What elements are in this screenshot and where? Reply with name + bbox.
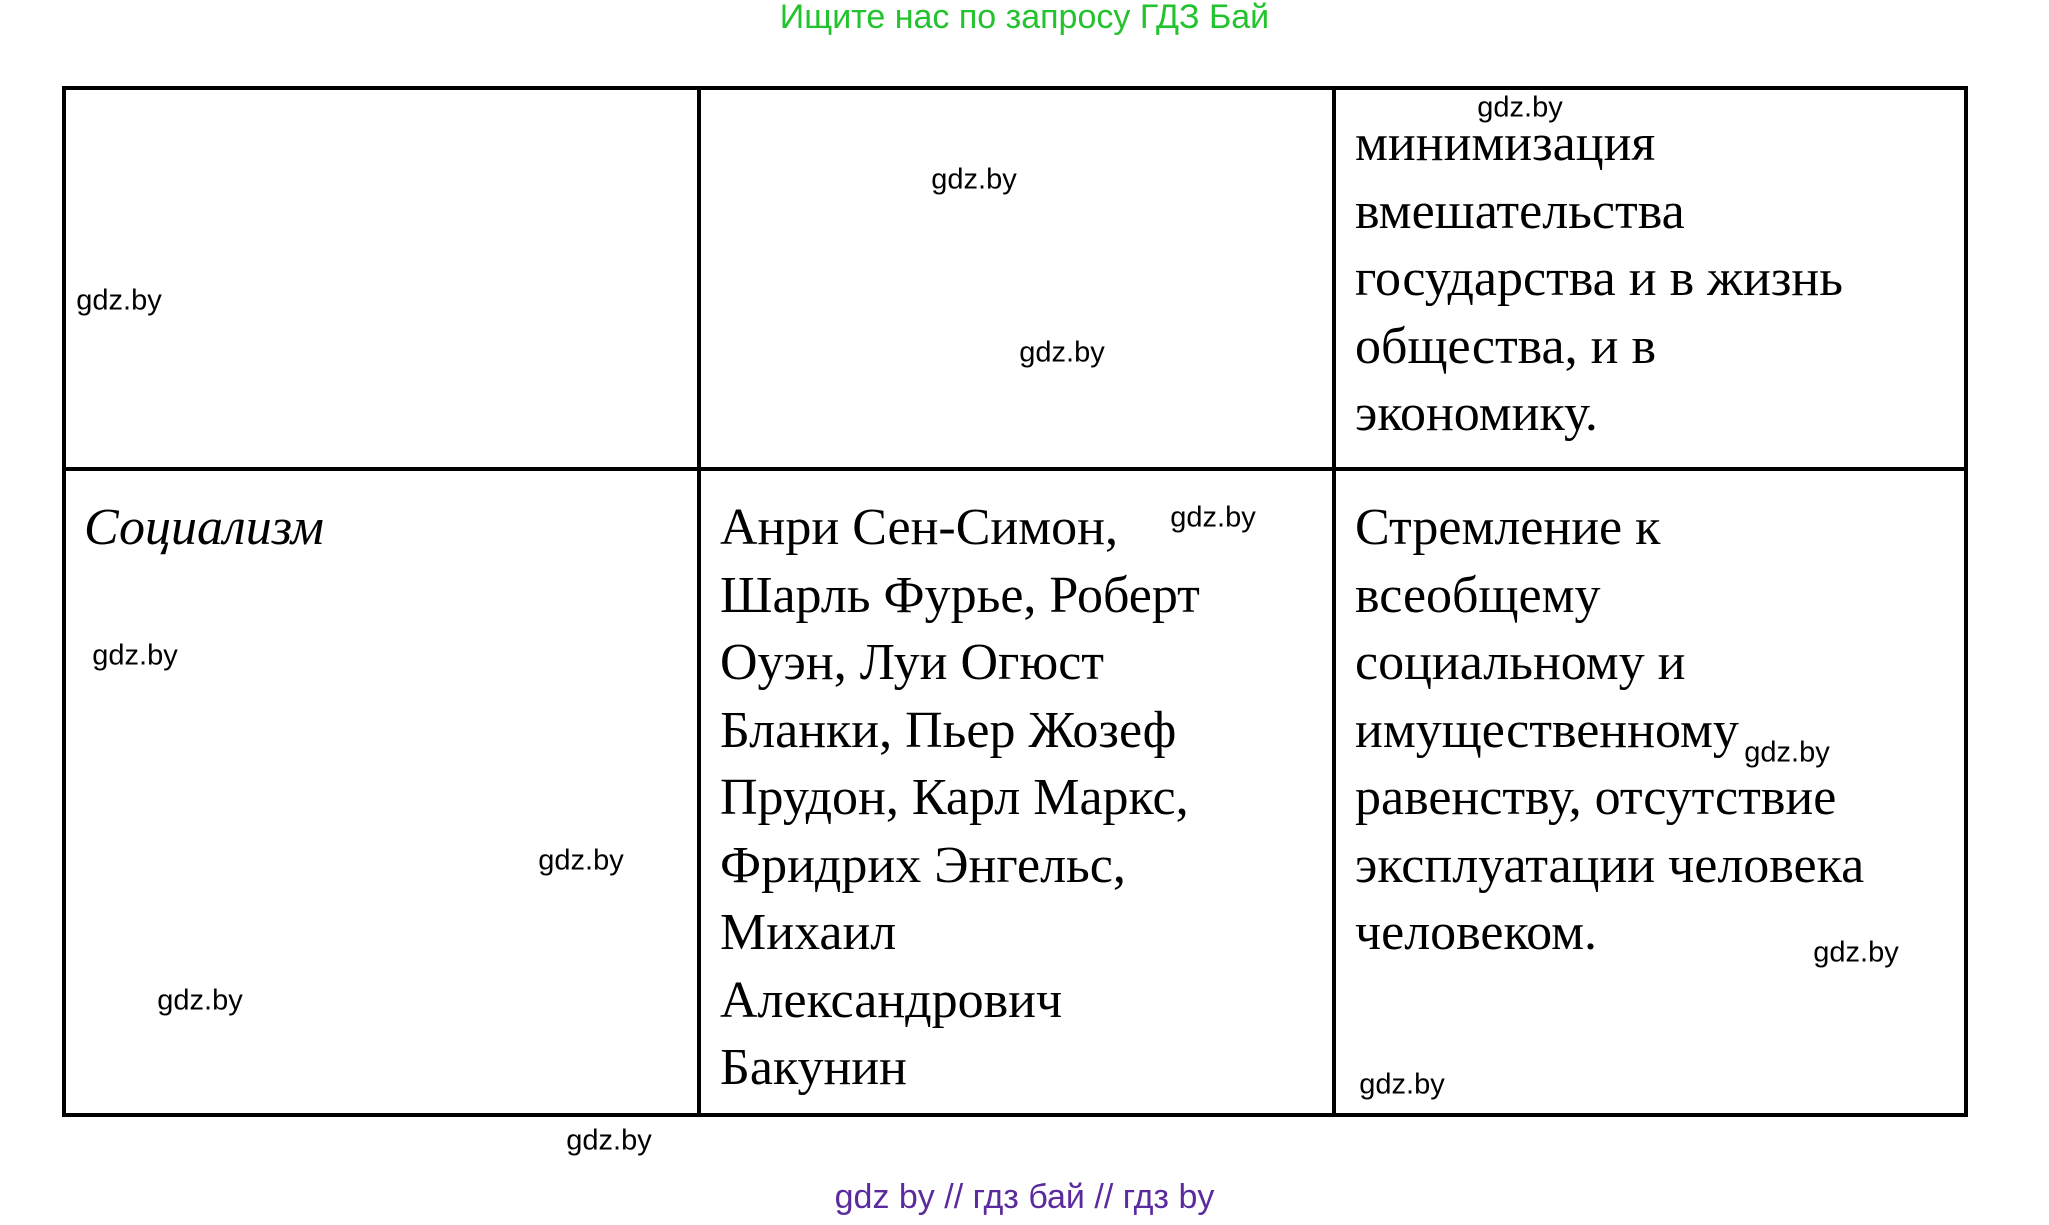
watermark: gdz.by <box>157 984 243 1017</box>
cell-line: социальному и <box>1355 634 1686 691</box>
cell-line: человеком. <box>1355 904 1598 961</box>
search-hint-header: Ищите нас по запросу ГДЗ Бай <box>779 0 1270 36</box>
cell-line: государства и в жизнь <box>1355 250 1843 307</box>
cell-line: Шарль Фурье, Роберт <box>720 566 1200 624</box>
watermark: gdz.by <box>1477 91 1563 124</box>
cell-line: Бакунин <box>720 1039 907 1096</box>
row1-col3-text: минимизация вмешательства государства и в … <box>1355 110 1843 448</box>
cell-line: вмешательства <box>1355 182 1685 240</box>
watermark: gdz.by <box>1744 736 1830 769</box>
cell-line: имущественному <box>1355 701 1739 759</box>
cell-line: эксплуатации человека <box>1355 836 1865 894</box>
cell-line: экономику. <box>1355 385 1598 442</box>
cell-line: Михаил <box>720 904 897 961</box>
cell-line: Оуэн, Луи Огюст <box>720 634 1105 691</box>
row2-col3-text: Стремление к всеобщему социальному и имущес… <box>1355 494 1864 967</box>
watermark: gdz.by <box>1359 1068 1445 1101</box>
cell-line: всеобщему <box>1355 566 1601 624</box>
cell-line: Бланки, Пьер Жозеф <box>720 701 1177 759</box>
watermark: gdz.by <box>1813 936 1899 969</box>
cell-line: Стремление к <box>1355 499 1661 556</box>
watermark: gdz.by <box>538 844 624 877</box>
footer-links: gdz by // гдз бай // гдз by <box>834 1178 1215 1216</box>
watermark: gdz.by <box>566 1124 652 1157</box>
answer-table <box>62 86 1968 1117</box>
watermark: gdz.by <box>931 163 1017 196</box>
row2-col2-text: Анри Сен-Симон, Шарль Фурье, Роберт Оуэн, … <box>720 494 1200 1102</box>
cell-line: Социализм <box>84 499 324 556</box>
cell-line: Прудон, Карл Маркс, <box>720 769 1189 826</box>
row2-col1-text: Социализм <box>84 494 324 562</box>
watermark: gdz.by <box>76 284 162 317</box>
cell-line: Фридрих Энгельс, <box>720 836 1126 894</box>
column-divider <box>1332 90 1336 1113</box>
column-divider <box>697 90 701 1113</box>
watermark: gdz.by <box>1170 501 1256 534</box>
row-divider <box>66 467 1964 471</box>
watermark: gdz.by <box>92 639 178 672</box>
cell-line: равенству, отсутствие <box>1355 769 1837 826</box>
cell-line: минимизация <box>1355 115 1656 172</box>
cell-line: Анри Сен-Симон, <box>720 499 1118 556</box>
watermark: gdz.by <box>1019 336 1105 369</box>
cell-line: общества, и в <box>1355 317 1657 375</box>
cell-line: Александрович <box>720 971 1063 1029</box>
